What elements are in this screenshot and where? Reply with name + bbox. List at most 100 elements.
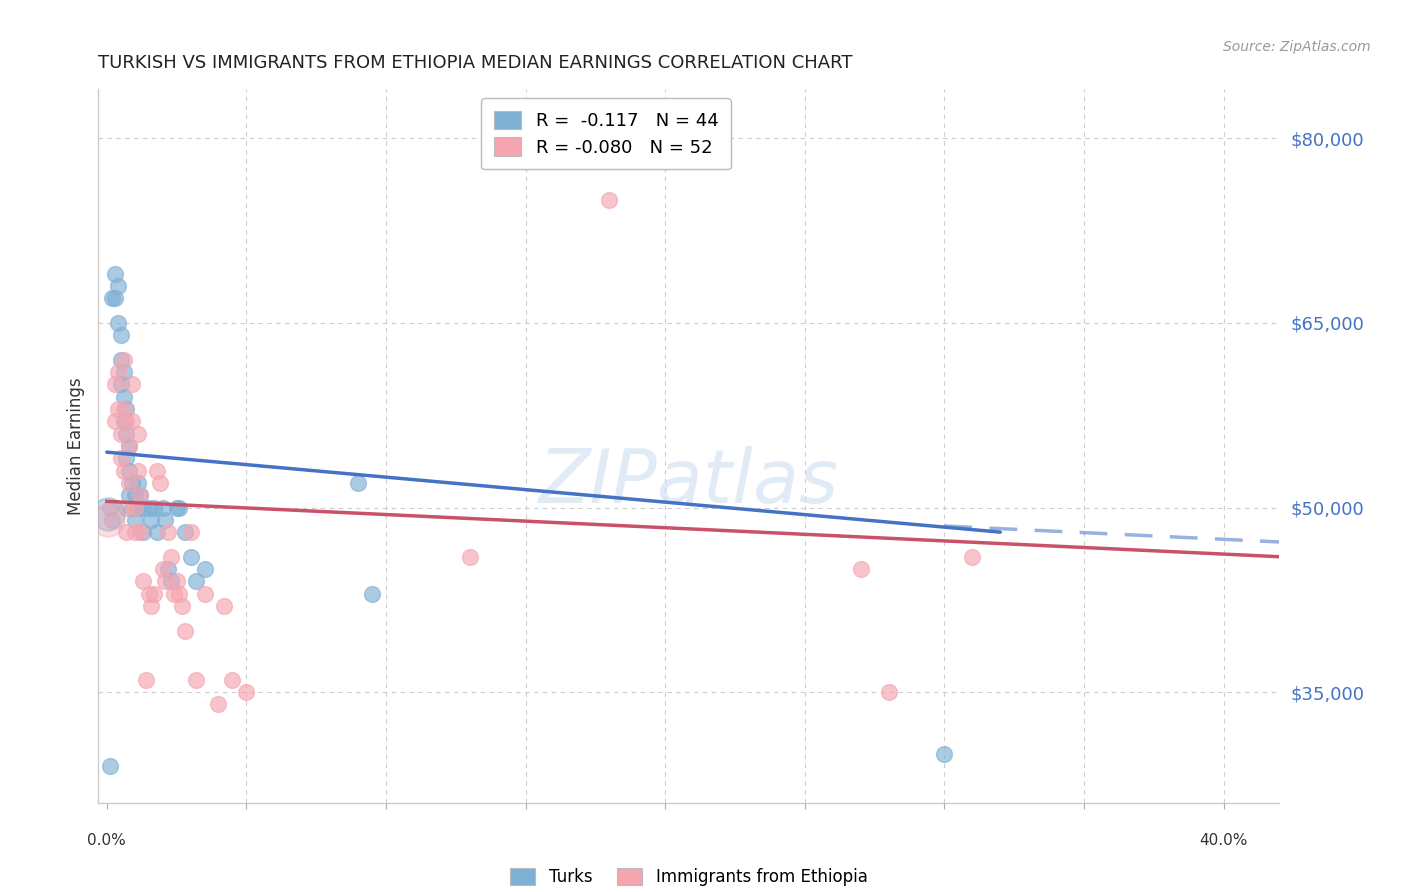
Point bbox=[121, 475, 143, 490]
Point bbox=[160, 574, 183, 589]
Point bbox=[166, 500, 188, 515]
Point bbox=[104, 377, 127, 392]
Point bbox=[110, 451, 132, 466]
Point bbox=[157, 562, 180, 576]
Point bbox=[877, 685, 900, 699]
Point bbox=[127, 500, 149, 515]
Point bbox=[849, 562, 872, 576]
Point bbox=[212, 599, 235, 613]
Point bbox=[152, 500, 174, 515]
Point bbox=[361, 587, 384, 601]
Point bbox=[166, 574, 188, 589]
Point bbox=[98, 759, 121, 773]
Point bbox=[115, 451, 138, 466]
Point bbox=[193, 562, 215, 576]
Point bbox=[143, 500, 166, 515]
Point bbox=[112, 390, 135, 404]
Point bbox=[155, 574, 177, 589]
Point bbox=[110, 426, 132, 441]
Point bbox=[107, 402, 129, 417]
Point bbox=[104, 267, 127, 281]
Point bbox=[118, 475, 141, 490]
Point bbox=[186, 673, 208, 687]
Point bbox=[101, 291, 124, 305]
Point bbox=[141, 599, 163, 613]
Text: ZIPatlas: ZIPatlas bbox=[538, 446, 839, 517]
Point bbox=[121, 377, 143, 392]
Point bbox=[174, 624, 197, 638]
Point bbox=[124, 525, 146, 540]
Point bbox=[458, 549, 481, 564]
Point bbox=[107, 316, 129, 330]
Point bbox=[163, 587, 186, 601]
Point bbox=[207, 698, 229, 712]
Point bbox=[160, 549, 183, 564]
Point bbox=[98, 500, 121, 515]
Point bbox=[135, 673, 157, 687]
Point bbox=[347, 475, 370, 490]
Point bbox=[127, 464, 149, 478]
Point bbox=[155, 513, 177, 527]
Point bbox=[110, 352, 132, 367]
Point bbox=[598, 193, 620, 207]
Legend: Turks, Immigrants from Ethiopia: Turks, Immigrants from Ethiopia bbox=[503, 861, 875, 892]
Point bbox=[132, 525, 155, 540]
Text: 0.0%: 0.0% bbox=[87, 833, 127, 848]
Point bbox=[115, 426, 138, 441]
Point bbox=[149, 475, 172, 490]
Point bbox=[118, 439, 141, 453]
Point bbox=[129, 488, 152, 502]
Point bbox=[118, 464, 141, 478]
Text: 40.0%: 40.0% bbox=[1199, 833, 1247, 848]
Point bbox=[180, 549, 202, 564]
Point bbox=[107, 279, 129, 293]
Point bbox=[97, 507, 120, 521]
Point bbox=[104, 291, 127, 305]
Point bbox=[169, 587, 191, 601]
Point bbox=[132, 500, 155, 515]
Point bbox=[112, 352, 135, 367]
Point bbox=[129, 488, 152, 502]
Point bbox=[180, 525, 202, 540]
Point bbox=[112, 365, 135, 379]
Point bbox=[115, 414, 138, 428]
Point bbox=[146, 464, 169, 478]
Point bbox=[115, 500, 138, 515]
Point bbox=[124, 488, 146, 502]
Point bbox=[143, 587, 166, 601]
Point bbox=[186, 574, 208, 589]
Point bbox=[152, 562, 174, 576]
Point bbox=[118, 439, 141, 453]
Text: Source: ZipAtlas.com: Source: ZipAtlas.com bbox=[1223, 40, 1371, 54]
Point bbox=[107, 365, 129, 379]
Point bbox=[146, 525, 169, 540]
Point bbox=[118, 488, 141, 502]
Point bbox=[129, 525, 152, 540]
Point bbox=[104, 414, 127, 428]
Point bbox=[112, 414, 135, 428]
Point bbox=[138, 587, 160, 601]
Point bbox=[132, 574, 155, 589]
Point bbox=[172, 599, 194, 613]
Point bbox=[235, 685, 257, 699]
Point bbox=[141, 513, 163, 527]
Point bbox=[110, 377, 132, 392]
Point bbox=[127, 426, 149, 441]
Point bbox=[174, 525, 197, 540]
Point bbox=[115, 525, 138, 540]
Point bbox=[110, 328, 132, 343]
Point bbox=[124, 500, 146, 515]
Point bbox=[157, 525, 180, 540]
Point bbox=[221, 673, 243, 687]
Point bbox=[124, 513, 146, 527]
Point bbox=[121, 500, 143, 515]
Point bbox=[193, 587, 215, 601]
Point bbox=[112, 464, 135, 478]
Point bbox=[115, 402, 138, 417]
Point bbox=[127, 475, 149, 490]
Point bbox=[112, 402, 135, 417]
Text: TURKISH VS IMMIGRANTS FROM ETHIOPIA MEDIAN EARNINGS CORRELATION CHART: TURKISH VS IMMIGRANTS FROM ETHIOPIA MEDI… bbox=[98, 54, 853, 72]
Point bbox=[962, 549, 984, 564]
Point bbox=[121, 414, 143, 428]
Point bbox=[934, 747, 956, 761]
